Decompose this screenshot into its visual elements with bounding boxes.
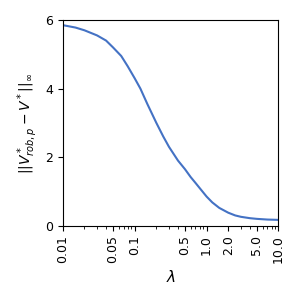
Y-axis label: $||V^*_{rob,p} - V^*||_\infty$: $||V^*_{rob,p} - V^*||_\infty$ (15, 72, 40, 174)
X-axis label: $\lambda$: $\lambda$ (166, 269, 176, 285)
